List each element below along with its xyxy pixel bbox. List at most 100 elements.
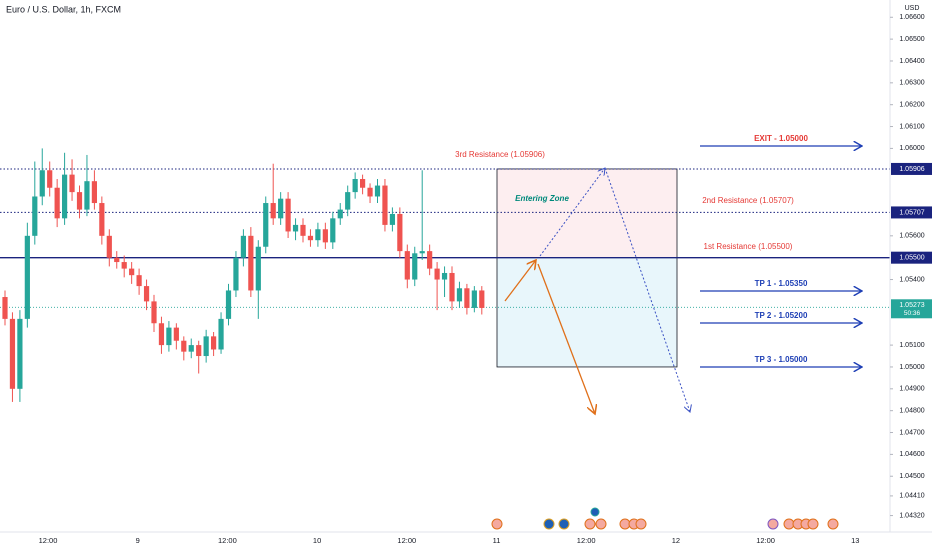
level-tag-label: 1.05707 — [899, 209, 924, 216]
candle-body — [218, 318, 224, 350]
tp2-label: TP 2 - 1.05200 — [755, 311, 808, 320]
level-1-label: 1st Resistance (1.05500) — [704, 242, 793, 251]
x-tick-label: 13 — [851, 536, 859, 545]
candle-body — [2, 297, 8, 319]
zone-layer — [496, 168, 678, 368]
y-tick-label: 1.05000 — [899, 364, 924, 371]
zone-lower — [497, 257, 677, 367]
candle-body — [352, 178, 358, 193]
y-tick-label: 1.06300 — [899, 80, 924, 87]
candle-body — [449, 272, 455, 302]
candle-body — [434, 268, 440, 280]
candle-body — [91, 181, 97, 204]
candle-body — [225, 290, 232, 319]
zone-border — [496, 168, 678, 368]
candle-body — [345, 192, 351, 210]
candle-body — [367, 187, 373, 197]
candle-body — [9, 318, 16, 389]
level-tag-label: 1.05500 — [899, 255, 924, 262]
y-tick-label: 1.04800 — [899, 408, 924, 415]
zone-label: Entering Zone — [515, 194, 569, 203]
y-tick-label: 1.06000 — [899, 145, 924, 152]
candle-body — [263, 203, 269, 247]
drawings: EXIT - 1.05000 TP 1 - 1.05350 TP 2 - 1.0… — [455, 134, 862, 414]
candle-body — [158, 323, 165, 346]
candle-body — [62, 174, 68, 219]
event-icon — [543, 518, 555, 530]
y-tick-label: 1.06600 — [899, 14, 924, 21]
candle-body — [211, 336, 217, 350]
x-tick-label: 12:00 — [397, 536, 416, 545]
event-icon — [491, 518, 503, 530]
event-icon — [807, 518, 819, 530]
level-tag — [891, 206, 932, 219]
candle-body — [427, 251, 433, 269]
candle-body — [322, 229, 328, 243]
candle-body — [464, 288, 470, 308]
level-3-label: 3rd Resistance (1.05906) — [455, 150, 545, 159]
event-icon — [558, 518, 570, 530]
candle-body — [255, 246, 261, 291]
candle-body — [233, 257, 239, 291]
x-tick-label: 12:00 — [39, 536, 58, 545]
candle-body — [456, 288, 463, 302]
x-tick-label: 12 — [672, 536, 680, 545]
x-tick-label: 12:00 — [756, 536, 775, 545]
event-icon — [584, 518, 596, 530]
candle-body — [24, 235, 30, 319]
price-axis-bg — [890, 0, 932, 550]
candle-body — [84, 181, 90, 210]
y-tick-label: 1.04900 — [899, 386, 924, 393]
axis-layer: 1.06600 1.06500 1.06400 1.06300 1.06200 1.061… — [39, 14, 932, 545]
candle-body — [129, 268, 135, 276]
candle-body — [99, 203, 105, 236]
last-price-label: 1.05273 — [899, 302, 924, 309]
candle-body — [39, 170, 45, 197]
candle-body — [412, 253, 418, 280]
x-tick-label: 10 — [313, 536, 321, 545]
candle-body — [76, 192, 83, 210]
candle-body — [248, 235, 254, 291]
candle-body — [360, 178, 366, 188]
level-layer — [0, 168, 890, 308]
candle-body — [114, 257, 120, 263]
candle-body — [47, 170, 53, 188]
candle-body — [389, 213, 395, 225]
candle-body — [17, 318, 23, 389]
candle-body — [397, 213, 403, 252]
candle-body — [32, 196, 38, 236]
countdown: 50:36 — [904, 310, 921, 317]
orange-arrow-down — [537, 263, 595, 414]
y-tick-label: 1.05600 — [899, 233, 924, 240]
candle-body — [151, 301, 157, 324]
tp3-label: TP 3 - 1.05000 — [755, 355, 808, 364]
candle-body — [285, 198, 291, 232]
level-tag — [891, 251, 932, 264]
exit-label: EXIT - 1.05000 — [754, 134, 808, 143]
candle-body — [106, 235, 112, 258]
candle-body — [54, 187, 60, 219]
y-tick-label: 1.06100 — [899, 123, 924, 130]
x-tick-label: 11 — [493, 536, 501, 545]
candle-body — [479, 290, 485, 308]
y-tick-label: 1.04410 — [899, 493, 924, 500]
candle-body — [307, 235, 314, 241]
x-tick-label: 9 — [136, 536, 140, 545]
event-icon — [635, 518, 647, 530]
y-tick-label: 1.05400 — [899, 276, 924, 283]
candle-body — [300, 224, 306, 236]
candle-body — [374, 185, 381, 197]
chart-title: Euro / U.S. Dollar, 1h, FXCM — [6, 4, 121, 14]
y-tick-label: 1.06500 — [899, 36, 924, 43]
candle-body — [240, 235, 246, 258]
level-tag-label: 1.05906 — [899, 166, 924, 173]
candle-layer — [2, 148, 485, 402]
event-icons — [491, 507, 839, 530]
candle-body — [166, 327, 172, 346]
event-icon — [767, 518, 779, 530]
candle-body — [270, 203, 276, 219]
y-tick-label: 1.04320 — [899, 512, 924, 519]
tp1-label: TP 1 - 1.05350 — [755, 279, 808, 288]
candle-body — [143, 286, 150, 302]
y-tick-label: 1.04600 — [899, 451, 924, 458]
